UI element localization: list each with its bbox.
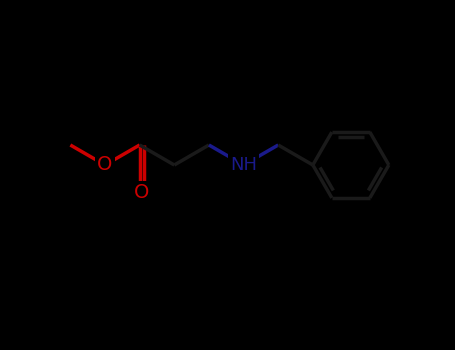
Text: O: O [134,182,149,202]
Text: NH: NH [230,156,257,174]
Text: O: O [97,155,113,175]
